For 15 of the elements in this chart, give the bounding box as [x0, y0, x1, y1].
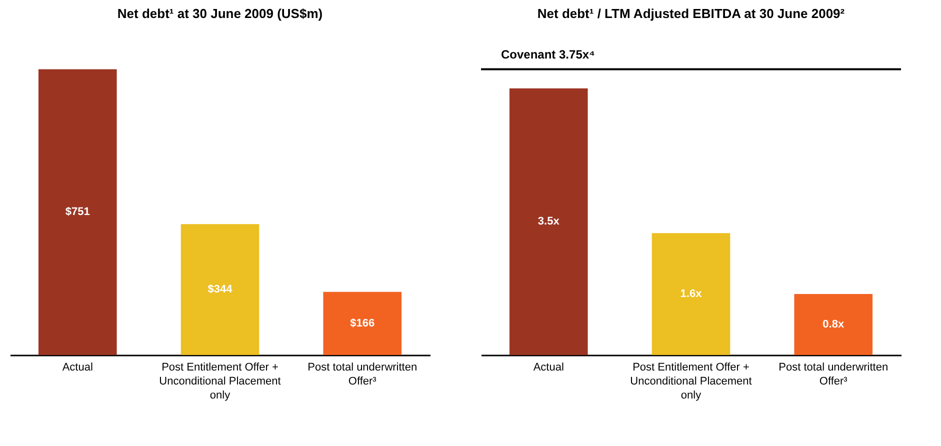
- data-label: 3.5x: [538, 216, 560, 228]
- x-tick-label: Actual: [62, 362, 93, 374]
- data-label: $751: [65, 206, 90, 218]
- data-label: $166: [350, 317, 375, 330]
- x-tick-label: Actual: [533, 362, 564, 374]
- data-label: 0.8x: [822, 318, 845, 331]
- chart-title: Net debt¹ / LTM Adjusted EBITDA at 30 June 2009²: [537, 6, 846, 21]
- x-tick-label: Post Entitlement Offer + Unconditional Placement only: [630, 362, 752, 402]
- data-label: 1.6x: [680, 288, 703, 300]
- chart-title: Net debt¹ at 30 June 2009 (US$m): [117, 6, 323, 21]
- data-label: $344: [208, 284, 234, 296]
- x-tick-label: Post total underwritten Offer³: [778, 362, 888, 388]
- ref-line-label: Covenant 3.75x⁴: [501, 47, 596, 62]
- x-tick-label: Post total underwritten Offer³: [308, 362, 418, 388]
- x-tick-label: Post Entitlement Offer + Unconditional Placement only: [159, 362, 281, 402]
